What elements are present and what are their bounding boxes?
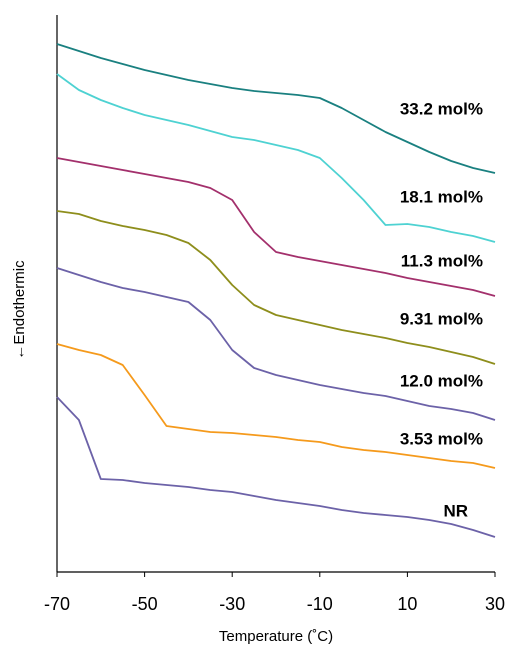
series-line [56,343,496,469]
x-tick-label: 10 [397,594,417,614]
x-tick-label: -50 [132,594,158,614]
x-tick-label: -10 [307,594,333,614]
series-label: 11.3 mol% [401,251,483,270]
series-label: 12.0 mol% [400,371,483,390]
series-line [56,210,496,365]
series-line [56,396,496,538]
x-tick-label: 30 [485,594,505,614]
series-label: 18.1 mol% [400,187,483,206]
series-line [56,157,496,297]
series-label: 9.31 mol% [400,309,483,328]
series-label: 33.2 mol% [400,99,483,118]
series-label: NR [443,501,468,520]
x-tick-label: -70 [44,594,70,614]
series-line [56,43,496,174]
x-tick-label: -30 [219,594,245,614]
x-axis-title: Temperature (˚C) [219,628,333,645]
series-line [56,267,496,421]
series-line [56,73,496,243]
series-label: 3.53 mol% [400,429,483,448]
y-axis-title: ←Endothermic [11,260,28,360]
